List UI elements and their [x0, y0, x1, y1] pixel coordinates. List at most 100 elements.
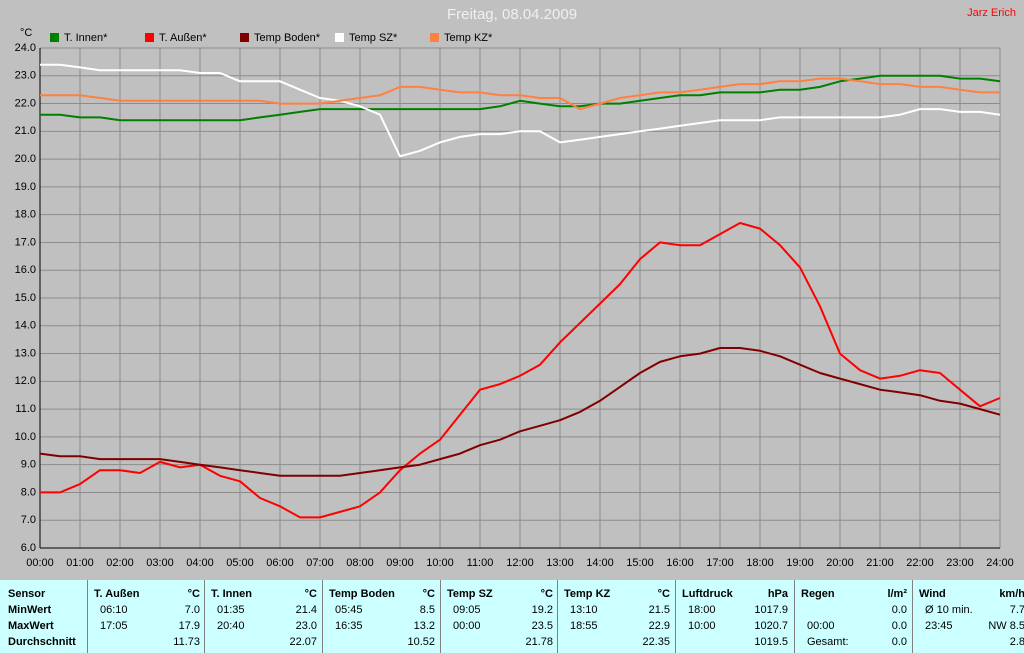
cell-value: 22.9	[648, 620, 670, 632]
x-tick-label: 02:00	[106, 557, 134, 569]
group-header: Temp SZ	[447, 588, 493, 600]
x-tick-label: 08:00	[346, 557, 374, 569]
row-label: MaxWert	[8, 620, 54, 632]
cell-value: 13.2	[413, 620, 435, 632]
cell-time: 20:40	[217, 620, 245, 632]
summary-table: Sensor MinWert MaxWert Durchschnitt T. Außen…	[0, 580, 1024, 653]
cell-time: 13:10	[570, 604, 598, 616]
legend-label: Temp Boden*	[254, 32, 321, 44]
cell-time: 17:05	[100, 620, 128, 632]
x-tick-label: 06:00	[266, 557, 294, 569]
row-label: Durchschnitt	[8, 636, 76, 648]
x-tick-label: 16:00	[666, 557, 694, 569]
cell-time: 01:35	[217, 604, 245, 616]
group-header: Wind	[919, 588, 946, 600]
cell-value: 21.5	[648, 604, 670, 616]
y-tick-label: 6.0	[21, 542, 36, 554]
column-separator	[912, 580, 913, 653]
x-tick-label: 20:00	[826, 557, 854, 569]
y-tick-label: 21.0	[15, 125, 36, 137]
group-unit: °C	[304, 588, 317, 600]
cell-value: 2.8	[1009, 636, 1024, 648]
y-tick-label: 22.0	[15, 97, 36, 109]
x-tick-label: 07:00	[306, 557, 334, 569]
cell-time: Gesamt:	[807, 636, 849, 648]
group-unit: °C	[187, 588, 200, 600]
cell-time: 09:05	[453, 604, 481, 616]
x-tick-label: 17:00	[706, 557, 734, 569]
cell-value: 11.73	[173, 636, 200, 648]
cell-time: 16:35	[335, 620, 363, 632]
x-tick-label: 00:00	[26, 557, 54, 569]
chart-title: Freitag, 08.04.2009	[447, 6, 577, 23]
group-header: T. Innen	[211, 588, 252, 600]
column-separator	[440, 580, 441, 653]
x-tick-label: 13:00	[546, 557, 574, 569]
cell-value: 23.0	[295, 620, 317, 632]
x-tick-label: 04:00	[186, 557, 214, 569]
column-separator	[794, 580, 795, 653]
series-line	[40, 63, 1001, 158]
y-tick-label: 16.0	[15, 264, 36, 276]
x-tick-label: 18:00	[746, 557, 774, 569]
cell-value: 7.0	[184, 604, 200, 616]
legend-label: T. Innen*	[64, 32, 108, 44]
x-tick-label: 05:00	[226, 557, 254, 569]
y-tick-label: 19.0	[15, 181, 36, 193]
x-tick-label: 24:00	[986, 557, 1014, 569]
y-tick-label: 12.0	[15, 375, 36, 387]
y-tick-label: 14.0	[15, 320, 36, 332]
column-separator	[204, 580, 205, 653]
x-tick-label: 19:00	[786, 557, 814, 569]
cell-value: 8.5	[419, 604, 435, 616]
cell-time: 18:00	[688, 604, 716, 616]
cell-value: 19.2	[531, 604, 553, 616]
group-unit: °C	[540, 588, 553, 600]
column-separator	[675, 580, 676, 653]
cell-value: 21.4	[295, 604, 317, 616]
legend-label: Temp SZ*	[349, 32, 398, 44]
cell-value: 23.5	[531, 620, 553, 632]
x-tick-label: 11:00	[467, 557, 494, 569]
legend-swatch	[430, 33, 439, 42]
legend-label: T. Außen*	[159, 32, 207, 44]
cell-value: 17.9	[178, 620, 200, 632]
y-tick-label: 17.0	[15, 236, 36, 248]
y-tick-label: 9.0	[21, 459, 36, 471]
chart: Freitag, 08.04.2009 Jarz Erich °C 6.0 7.0…	[15, 6, 1016, 569]
x-tick-label: 15:00	[626, 557, 654, 569]
cell-time: 00:00	[807, 620, 835, 632]
y-tick-label: 8.0	[21, 486, 36, 498]
group-header: Temp Boden	[329, 588, 395, 600]
legend-swatch	[50, 33, 59, 42]
series-line	[39, 347, 1001, 477]
cell-time: 18:55	[570, 620, 598, 632]
column-separator	[87, 580, 88, 653]
cell-value: 22.35	[642, 636, 670, 648]
row-label: Sensor	[8, 588, 46, 600]
legend-swatch	[240, 33, 249, 42]
y-tick-label: 23.0	[15, 70, 36, 82]
y-tick-label: 20.0	[15, 153, 36, 165]
y-tick-label: 15.0	[15, 292, 36, 304]
x-tick-label: 03:00	[146, 557, 174, 569]
y-tick-label: 10.0	[15, 431, 36, 443]
x-tick-label: 14:00	[586, 557, 614, 569]
cell-time: 05:45	[335, 604, 363, 616]
cell-time: Ø 10 min.	[925, 604, 973, 616]
group-unit: km/h	[999, 588, 1024, 600]
y-axis-label: °C	[20, 27, 32, 39]
cell-value: 0.0	[891, 620, 907, 632]
group-header: Regen	[801, 588, 835, 600]
row-label: MinWert	[8, 604, 52, 616]
column-separator	[557, 580, 558, 653]
cell-value: 0.0	[891, 604, 907, 616]
x-tick-label: 22:00	[906, 557, 934, 569]
x-tick-label: 23:00	[946, 557, 974, 569]
y-tick-label: 7.0	[21, 514, 36, 526]
series-line	[40, 77, 1000, 111]
cell-value: 10.52	[407, 636, 435, 648]
cell-value: 1019.5	[754, 636, 788, 648]
legend-swatch	[145, 33, 154, 42]
x-tick-label: 09:00	[386, 557, 414, 569]
